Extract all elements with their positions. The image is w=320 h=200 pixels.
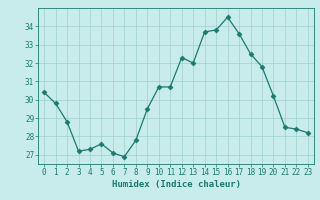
X-axis label: Humidex (Indice chaleur): Humidex (Indice chaleur) [111, 180, 241, 189]
